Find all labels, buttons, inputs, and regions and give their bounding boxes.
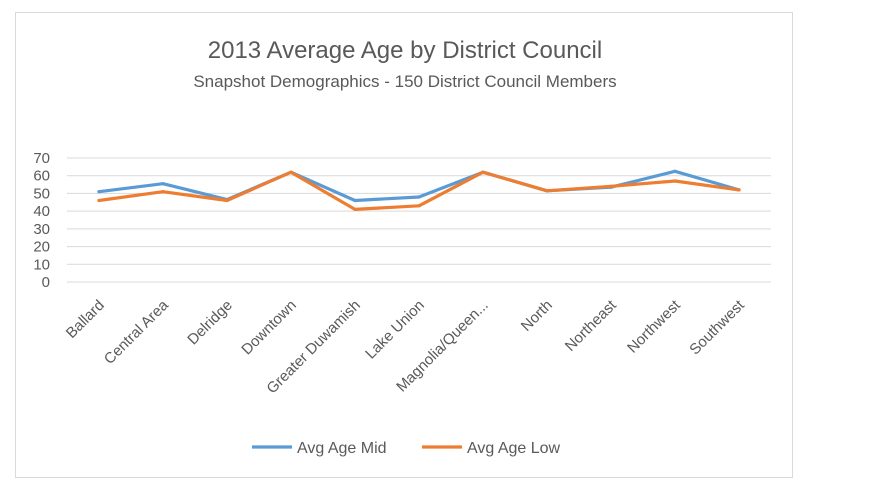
data-point — [289, 170, 293, 174]
x-tick-label: Downtown — [238, 297, 300, 359]
data-point — [161, 182, 165, 186]
x-tick-label: Southwest — [686, 296, 748, 358]
data-point — [353, 198, 357, 203]
x-tick-label: North — [518, 297, 556, 335]
y-tick-label: 0 — [42, 274, 50, 291]
data-point — [673, 179, 677, 183]
legend-label-1: Avg Age Low — [467, 440, 561, 457]
data-point — [225, 198, 229, 203]
y-tick-label: 10 — [33, 256, 50, 273]
legend: Avg Age Mid Avg Age Low — [252, 440, 561, 457]
data-point — [737, 188, 741, 192]
y-tick-label: 50 — [33, 185, 50, 202]
data-point — [609, 184, 613, 188]
data-point — [97, 198, 101, 203]
y-tick-label: 60 — [33, 168, 50, 185]
line-chart: 2013 Average Age by District Council Sna… — [33, 37, 771, 457]
chart-subtitle: Snapshot Demographics - 150 District Cou… — [193, 72, 616, 91]
x-tick-label: Northeast — [562, 296, 621, 355]
data-point — [97, 190, 101, 194]
data-point — [161, 190, 165, 194]
x-tick-label: Central Area — [101, 296, 172, 367]
data-point — [417, 204, 421, 208]
y-tick-label: 40 — [33, 203, 50, 220]
chart-title: 2013 Average Age by District Council — [208, 37, 602, 64]
data-point — [417, 195, 421, 199]
y-tick-label: 30 — [33, 221, 50, 238]
data-point — [545, 189, 549, 193]
data-point — [481, 170, 485, 174]
x-tick-label: Northwest — [624, 296, 684, 356]
chart-area: 2013 Average Age by District Council Sna… — [15, 12, 793, 478]
data-point — [353, 207, 357, 211]
data-point — [673, 169, 677, 173]
series-lines — [97, 169, 741, 211]
x-tick-label: Ballard — [63, 297, 108, 342]
y-tick-label: 20 — [33, 239, 50, 256]
legend-label-0: Avg Age Mid — [297, 440, 387, 457]
gridlines — [67, 157, 771, 283]
x-tick-label: Delridge — [184, 297, 236, 349]
x-tick-label: Lake Union — [362, 297, 428, 363]
y-tick-label: 70 — [33, 150, 50, 167]
